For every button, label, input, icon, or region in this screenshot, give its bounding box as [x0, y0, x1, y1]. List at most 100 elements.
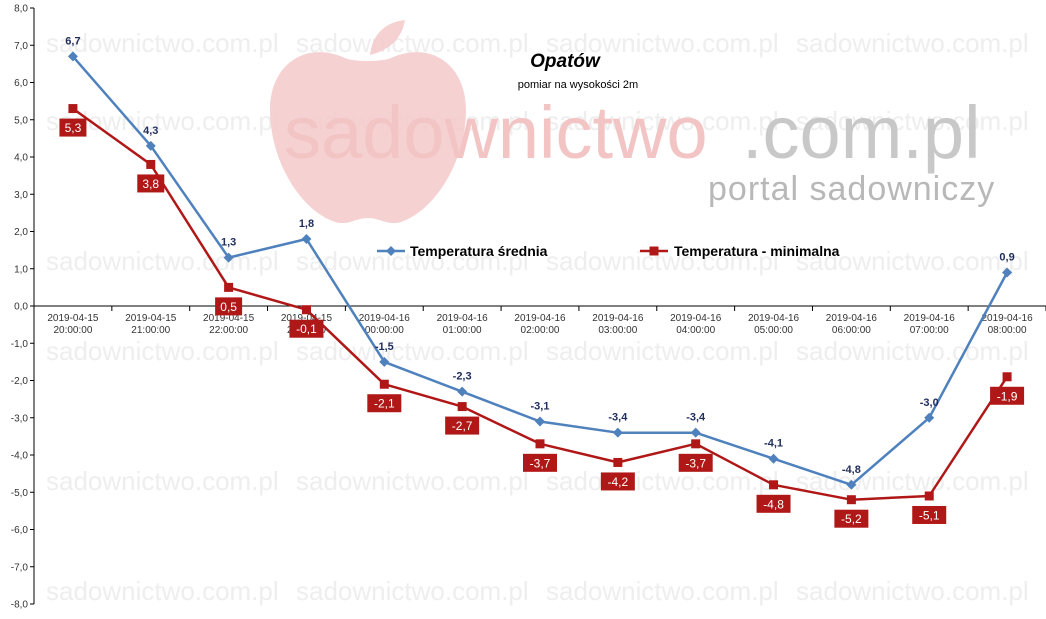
data-point-average [924, 412, 935, 423]
data-label-box-minimum [367, 394, 402, 413]
data-label-average: 0,9 [999, 251, 1014, 263]
data-label-minimum: -1,9 [997, 389, 1018, 403]
data-point-average [768, 453, 779, 464]
data-point-average [145, 140, 156, 151]
data-label-box-minimum [137, 174, 165, 193]
series-layer: 5,3 3,8 0,5 -0,1 -2,1 -2,7 -3,7 -4,2 -3,7 -4,8 -5,… [59, 35, 1025, 528]
x-tick-label-date: 2019-04-16 [670, 313, 722, 324]
data-point-minimum [379, 379, 389, 389]
data-point-minimum [924, 491, 934, 501]
watermark-tile: sadownictwo.com.pl [796, 106, 1029, 136]
x-tick-label-time: 20:00:00 [53, 325, 92, 336]
data-label-minimum: -2,7 [452, 419, 473, 433]
y-tick-label: 0,0 [14, 302, 28, 313]
x-tick-label-time: 00:00:00 [365, 325, 404, 336]
data-point-average [612, 427, 623, 438]
chart-subtitle: pomiar na wysokości 2m [518, 79, 638, 91]
data-label-minimum: 5,3 [65, 121, 82, 135]
x-tick-label-date: 2019-04-16 [904, 313, 956, 324]
data-point-minimum [613, 457, 623, 467]
x-tick-label-date: 2019-04-16 [748, 313, 800, 324]
data-point-average [223, 252, 234, 263]
legend-label-minimum: Temperatura - minimalna [674, 243, 840, 259]
watermark-tile: sadownictwo.com.pl [46, 336, 279, 366]
data-label-minimum: -0,1 [296, 322, 317, 336]
data-label-box-minimum [678, 453, 713, 472]
x-tick-label-date: 2019-04-16 [514, 313, 566, 324]
data-label-average: -1,5 [375, 341, 394, 353]
watermark-tile: sadownictwo.com.pl [546, 106, 779, 136]
y-tick-label: 7,0 [14, 41, 28, 52]
data-label-minimum: -4,8 [763, 497, 784, 511]
data-point-minimum [68, 104, 78, 114]
apple-leaf-icon [370, 20, 405, 55]
y-tick-label: -3,0 [11, 413, 29, 424]
y-tick-label: -6,0 [11, 525, 29, 536]
watermark-tile: sadownictwo.com.pl [296, 336, 529, 366]
x-tick-label-time: 05:00:00 [754, 325, 793, 336]
data-label-box-minimum [445, 416, 480, 435]
y-tick-label: -4,0 [11, 451, 29, 462]
data-label-box-minimum [756, 494, 791, 513]
legend-marker-minimum [649, 246, 659, 256]
y-tick-label: -1,0 [11, 339, 29, 350]
watermark-tile: sadownictwo.com.pl [546, 336, 779, 366]
watermark-tile: sadownictwo.com.pl [546, 28, 779, 58]
watermark-tile: sadownictwo.com.pl [796, 246, 1029, 276]
y-tick-label: -5,0 [11, 488, 29, 499]
data-label-average: -2,3 [453, 371, 472, 383]
data-point-minimum [146, 159, 156, 169]
watermark-tile: sadownictwo.com.pl [796, 576, 1029, 606]
y-tick-label: 2,0 [14, 227, 28, 238]
data-point-minimum [769, 480, 779, 490]
x-tick-label-time: 02:00:00 [521, 325, 560, 336]
watermark-tile: sadownictwo.com.pl [46, 28, 279, 58]
y-tick-label: -7,0 [11, 562, 29, 573]
legend-label-average: Temperatura średnia [410, 243, 548, 259]
x-tick-label-date: 2019-04-16 [437, 313, 489, 324]
x-tick-label-date: 2019-04-15 [203, 313, 255, 324]
data-label-minimum: 3,8 [142, 177, 159, 191]
data-point-average [535, 416, 545, 427]
x-tick-label-time: 03:00:00 [598, 325, 637, 336]
x-tick-label-time: 04:00:00 [676, 325, 715, 336]
x-tick-label-time: 22:00:00 [209, 325, 248, 336]
x-tick-label-date: 2019-04-15 [125, 313, 177, 324]
watermark-tile: sadownictwo.com.pl [46, 466, 279, 496]
data-label-box-minimum [600, 472, 635, 491]
data-label-box-minimum [215, 297, 243, 316]
x-tick-label-date: 2019-04-15 [47, 313, 99, 324]
watermark-tile: sadownictwo.com.pl [296, 246, 529, 276]
data-point-average [1002, 267, 1013, 278]
data-label-minimum: -5,1 [919, 508, 940, 522]
y-tick-label: 5,0 [14, 115, 28, 126]
data-label-average: 6,7 [65, 35, 80, 47]
x-tick-label-date: 2019-04-16 [981, 313, 1033, 324]
x-tick-label-time: 01:00:00 [443, 325, 482, 336]
watermark-tile: sadownictwo.com.pl [796, 466, 1029, 496]
y-tick-label: 6,0 [14, 78, 28, 89]
x-tick-label-date: 2019-04-16 [592, 313, 644, 324]
watermark-text-part1: sadownictwo [284, 91, 708, 174]
x-tick-label-date: 2019-04-16 [359, 313, 411, 324]
apple-logo-icon [270, 52, 466, 224]
data-point-minimum [301, 305, 311, 315]
x-tick-label-time: 08:00:00 [988, 325, 1027, 336]
data-point-minimum [535, 439, 545, 449]
data-point-minimum [457, 402, 467, 412]
data-label-average: 1,8 [299, 218, 314, 230]
data-label-minimum: 0,5 [220, 300, 237, 314]
data-label-box-minimum [990, 386, 1025, 405]
data-label-minimum: -3,7 [530, 456, 551, 470]
y-tick-label: -8,0 [11, 600, 29, 611]
data-point-minimum [846, 495, 856, 505]
x-tick-label-time: 07:00:00 [910, 325, 949, 336]
y-tick-label: 8,0 [14, 4, 28, 15]
data-label-average: -3,4 [686, 412, 706, 424]
watermark-tile: sadownictwo.com.pl [296, 576, 529, 606]
y-tick-label: 3,0 [14, 190, 28, 201]
watermark-subtitle: portal sadowniczy [708, 170, 995, 208]
x-tick-label-date: 2019-04-15 [281, 313, 333, 324]
